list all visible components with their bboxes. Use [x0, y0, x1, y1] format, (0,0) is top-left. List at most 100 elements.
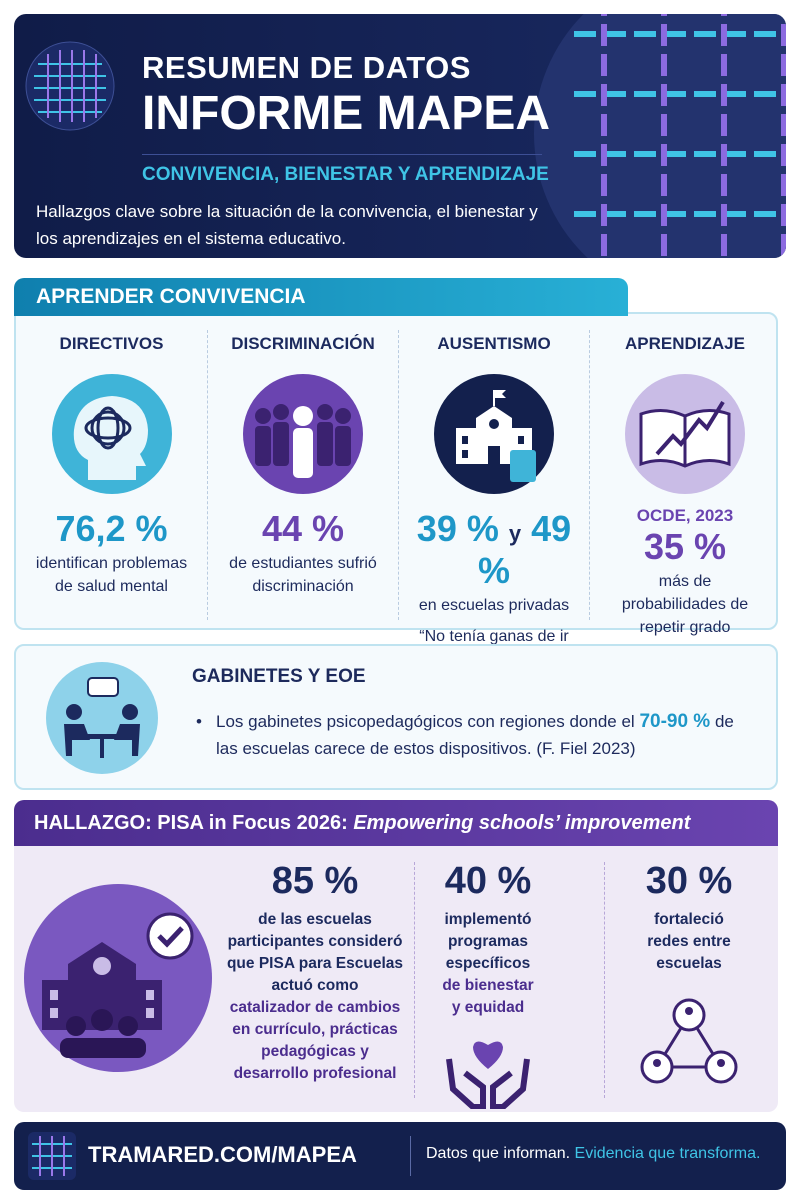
- icon-shape: [255, 408, 271, 424]
- card-text: de estudiantes sufrió discriminación: [229, 555, 377, 595]
- icon-shape: [655, 400, 725, 456]
- stat-value: 30 %: [645, 860, 733, 902]
- stat-value: 85 %: [271, 860, 359, 902]
- icon-shape: [473, 1041, 503, 1069]
- card-stat: 76,2 %: [55, 508, 168, 549]
- header-grid-decoration: [534, 14, 786, 258]
- hallazgo-title-plain: HALLAZGO: PISA in Focus 2026:: [34, 812, 348, 834]
- card-heading: DIRECTIVOS: [59, 334, 164, 353]
- hallazgo-stat: 30 % fortaleció redes entre escuelas: [614, 860, 764, 1092]
- icon-shape: [518, 436, 524, 444]
- icon-shape: [462, 450, 468, 458]
- bullet-text: de las escuelas carece de estos disposit…: [216, 712, 734, 758]
- footer-url[interactable]: TRAMARED.COM/MAPEA: [88, 1142, 357, 1167]
- card-stat: 44 %: [261, 508, 345, 549]
- icon-shape: [66, 1016, 86, 1036]
- icon-shape: [335, 426, 351, 466]
- hallazgo-stat: 40 % implementó programas específicos de…: [418, 860, 558, 1112]
- stat-value: 40 %: [444, 860, 532, 902]
- bullet-highlight: 70-90 %: [639, 711, 711, 732]
- icon-shape: [685, 1007, 693, 1015]
- tagline-highlight: Evidencia que transforma.: [574, 1145, 761, 1162]
- icon-shape: [601, 14, 786, 258]
- icon-shape: [574, 31, 786, 217]
- icon-shape: [50, 1008, 58, 1018]
- icon-shape: [456, 406, 532, 464]
- icon-shape: [273, 422, 289, 466]
- hallazgo-box: HALLAZGO: PISA in Focus 2026: Empowering…: [14, 800, 778, 1112]
- icon-shape: [46, 662, 158, 774]
- icon-shape: [64, 704, 140, 758]
- icon-shape: [47, 50, 97, 122]
- stat-text: fortaleció redes entre escuelas: [647, 911, 731, 972]
- footer-logo: [28, 1132, 76, 1180]
- icon-shape: [146, 990, 154, 1000]
- card-connector: y: [508, 521, 522, 546]
- logo-grid: [25, 41, 115, 131]
- icon-shape: [50, 990, 154, 1018]
- footer: TRAMARED.COM/MAPEA Datos que informan. E…: [14, 1122, 786, 1190]
- icon-shape: [60, 1009, 146, 1058]
- card: APRENDIZAJE OCDE, 2023 35 % más de proba…: [589, 330, 780, 636]
- meeting-icon: [46, 662, 158, 774]
- network-icon: [640, 998, 738, 1084]
- icon-shape: [653, 1007, 725, 1067]
- stat-emphasis: catalizador de cambios en currículo, prá…: [229, 999, 401, 1082]
- card: DIRECTIVOS 76,2 % identifican problemas …: [16, 330, 207, 620]
- card-text: identifican problemas de salud mental: [35, 555, 188, 595]
- icon-shape: [118, 1016, 138, 1036]
- icon-shape: [93, 957, 111, 975]
- icon-shape: [64, 724, 90, 756]
- title-line2: INFORME MAPEA: [142, 87, 550, 140]
- icon-shape: [60, 1038, 146, 1058]
- icon-shape: [462, 436, 468, 444]
- card-stat-group: 39 % y 49 %: [399, 508, 589, 592]
- card-heading: APRENDIZAJE: [625, 334, 745, 353]
- icon-shape: [39, 1136, 65, 1176]
- icon-shape: [122, 704, 138, 720]
- bullet-dot: •: [196, 712, 202, 731]
- icon-shape: [494, 390, 506, 398]
- icon-shape: [317, 422, 333, 466]
- icon-shape: [91, 1009, 113, 1031]
- icon-shape: [39, 1136, 65, 1176]
- people-icon: [243, 374, 363, 494]
- icon-shape: [87, 677, 119, 697]
- icon-shape: [34, 63, 106, 113]
- icon-shape: [25, 41, 115, 131]
- icon-shape: [34, 63, 106, 113]
- icon-shape: [335, 408, 351, 424]
- book-icon: [625, 374, 745, 494]
- icon-shape: [489, 419, 499, 429]
- icon-shape: [717, 1059, 725, 1067]
- card-text: en escuelas privadas: [418, 597, 570, 614]
- school-icon: [434, 374, 554, 494]
- icon-shape: [84, 416, 131, 440]
- card: DISCRIMINACIÓN 44 % de estudiantes sufri…: [207, 330, 398, 620]
- card-heading: DISCRIMINACIÓN: [231, 334, 375, 353]
- icon-shape: [96, 406, 119, 450]
- card-source: OCDE, 2023: [636, 506, 734, 525]
- gabinetes-bullet: • Los gabinetes psicopedagógicos con reg…: [192, 708, 752, 762]
- icon-shape: [100, 738, 104, 758]
- tagline-plain: Datos que informan.: [426, 1145, 571, 1162]
- section-title: APRENDER CONVIVENCIA: [14, 278, 628, 316]
- school-check-icon: [24, 884, 212, 1072]
- hallazgo-stat: 85 % de las escuelas participantes consi…: [224, 860, 406, 1085]
- card-text: más de probabilidades de repetir grado: [621, 573, 749, 636]
- icon-shape: [255, 404, 351, 466]
- card: AUSENTISMO 39 % y 49 % en escuelas priva…: [398, 330, 589, 668]
- stat-text: de las escuelas participantes consideró …: [226, 911, 404, 994]
- icon-shape: [255, 426, 271, 466]
- card-heading: AUSENTISMO: [437, 334, 551, 353]
- description: Hallazgos clave sobre la situación de la…: [36, 202, 538, 248]
- icon-shape: [601, 14, 786, 258]
- head-icon: [51, 374, 172, 494]
- icon-shape: [317, 404, 333, 420]
- divider: [142, 154, 542, 155]
- icon-shape: [640, 998, 738, 1084]
- hands-heart-icon: [446, 1041, 530, 1110]
- icon-shape: [90, 410, 125, 446]
- gabinetes-title: GABINETES Y EOE: [192, 666, 366, 687]
